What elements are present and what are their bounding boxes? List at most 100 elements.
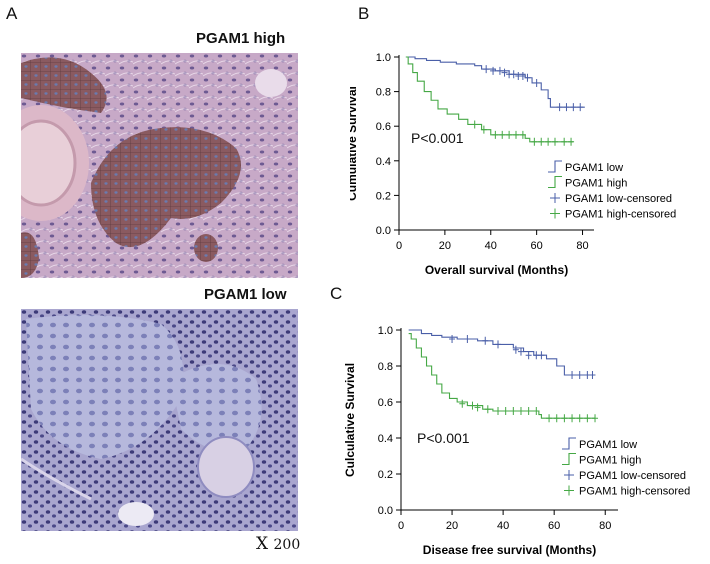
- chart-c-censor-mark: [533, 351, 540, 360]
- chart-b-censor-mark: [545, 137, 552, 146]
- chart-c-series-high-line: [408, 333, 596, 419]
- pgam1-low-title: PGAM1 low: [204, 286, 287, 303]
- chart-c-x-tick-label: 80: [599, 520, 611, 532]
- chart-c-censor-mark: [495, 407, 502, 415]
- chart-c-censor-mark: [584, 371, 591, 379]
- chart-b-legend-swatch: [550, 193, 560, 203]
- chart-b-censor-mark: [492, 130, 499, 139]
- chart-b-y-tick-label: 0.0: [376, 225, 391, 237]
- chart-b-legend-label: PGAM1 high-censored: [565, 209, 676, 221]
- chart-c-censor-mark: [546, 414, 553, 423]
- chart-c-p-value: P<0.001: [417, 430, 470, 446]
- chart-b-censor-mark: [531, 137, 538, 146]
- chart-b-censor-mark: [513, 130, 519, 139]
- chart-c-censor-mark: [553, 414, 560, 423]
- panel-c-letter: C: [330, 284, 343, 303]
- chart-c-legend-label: PGAM1 high: [579, 455, 641, 467]
- chart-c-y-tick-label: 1.0: [378, 325, 393, 337]
- magnification-value: 200: [273, 537, 301, 553]
- pgam1-high-title: PGAM1 high: [196, 30, 286, 47]
- chart-c-censor-mark: [538, 351, 545, 360]
- chart-c-censor-mark: [525, 351, 532, 360]
- chart-b-censor-mark: [568, 137, 575, 146]
- chart-c-censor-mark: [474, 403, 481, 412]
- chart-b-censor-mark: [561, 137, 568, 146]
- chart-b-legend-label: PGAM1 low: [565, 162, 623, 174]
- chart-b-censor-mark: [471, 120, 478, 129]
- chart-c-censor-mark: [469, 401, 476, 410]
- chart-b-censor-mark: [552, 137, 558, 146]
- chart-c-legend-swatch: [562, 437, 576, 450]
- chart-c-x-tick-label: 20: [446, 520, 458, 532]
- chart-b-censor-mark: [570, 103, 577, 112]
- chart-c-legend-swatch: [564, 485, 574, 496]
- magnification-prefix: X: [256, 534, 269, 554]
- chart-b-legend-swatch: [548, 160, 562, 173]
- chart-b-legend-swatch: [550, 208, 560, 219]
- chart-b-censor-mark: [577, 103, 584, 112]
- chart-b-y-tick-label: 0.4: [376, 156, 391, 168]
- chart-b-legend-label: PGAM1 high: [565, 178, 627, 190]
- chart-c-x-tick-label: 60: [548, 520, 560, 532]
- magnification-label: X 200: [256, 534, 300, 554]
- panel-b-letter: B: [358, 4, 370, 23]
- chart-c-legend-label: PGAM1 low-censored: [579, 470, 686, 482]
- chart-c-censor-mark: [584, 414, 591, 423]
- chart-c-legend-label: PGAM1 low: [579, 439, 637, 451]
- chart-c-legend-swatch: [562, 452, 576, 466]
- chart-b-censor-mark: [506, 130, 513, 139]
- chart-b-x-tick-label: 60: [531, 240, 543, 252]
- chart-c-censor-mark: [576, 414, 583, 423]
- panel-a-letter: A: [6, 4, 18, 23]
- chart-b-y-tick-label: 1.0: [376, 52, 391, 64]
- chart-b-censor-mark: [496, 66, 503, 75]
- ihc-image-pgam1-high: [21, 53, 298, 278]
- chart-c-censor-mark: [512, 345, 519, 354]
- km-chart-overall-survival: 0.0 0.2 0.4 0.6 0.8 1.0 0 20 40 60 80 Overall survi…: [350, 52, 676, 277]
- chart-c-y-tick-label: 0.4: [378, 433, 393, 445]
- chart-b-x-tick-label: 0: [396, 240, 402, 252]
- chart-b-censor-mark: [524, 73, 531, 82]
- chart-c-censor-mark: [589, 371, 596, 379]
- chart-b-y-axis-title: Cumulative Survival: [350, 86, 359, 201]
- chart-b-censor-mark: [519, 72, 526, 81]
- chart-c-censor-mark: [482, 336, 489, 345]
- chart-c-censor-mark: [459, 399, 466, 408]
- chart-c-censor-mark: [569, 371, 576, 379]
- chart-b-p-value: P<0.001: [411, 130, 464, 146]
- chart-c-y-tick-label: 0.8: [378, 361, 393, 373]
- chart-c-censor-mark: [517, 407, 524, 415]
- chart-c-series-low-line: [408, 329, 596, 376]
- chart-c-censor-mark: [464, 335, 471, 343]
- chart-b-y-tick-label: 0.2: [376, 190, 391, 202]
- chart-c-censor-mark: [592, 414, 599, 423]
- chart-c-censor-mark: [533, 407, 540, 415]
- chart-c-censor-mark: [502, 407, 509, 415]
- chart-c-censor-mark: [576, 371, 583, 379]
- chart-c-censor-mark: [495, 340, 502, 349]
- chart-b-legend-label: PGAM1 low-censored: [565, 193, 672, 205]
- chart-b-censor-mark: [556, 103, 563, 112]
- chart-b-x-tick-label: 40: [485, 240, 497, 252]
- chart-c-censor-mark: [449, 335, 456, 343]
- chart-c-y-tick-label: 0.0: [378, 505, 393, 517]
- chart-b-x-tick-label: 20: [439, 240, 451, 252]
- chart-b-censor-mark: [538, 137, 545, 146]
- chart-b-x-axis-title: Overall survival (Months): [425, 263, 568, 277]
- chart-c-x-tick-label: 0: [398, 520, 404, 532]
- chart-b-censor-mark: [510, 70, 517, 79]
- chart-b-censor-mark: [533, 78, 540, 87]
- chart-b-series-low-line: [405, 56, 585, 108]
- chart-c-censor-mark: [484, 405, 491, 414]
- chart-b-censor-mark: [563, 103, 570, 112]
- chart-c-y-tick-label: 0.6: [378, 397, 393, 409]
- chart-b-censor-mark: [480, 125, 487, 134]
- chart-b-plot: 0.0 0.2 0.4 0.6 0.8 1.0 0 20 40 60 80 Overall survi…: [350, 52, 676, 277]
- chart-c-censor-mark: [517, 347, 524, 356]
- chart-b-censor-mark: [483, 65, 490, 74]
- chart-c-censor-mark: [561, 414, 568, 423]
- chart-c-censor-mark: [510, 407, 517, 415]
- chart-c-legend-swatch: [564, 470, 574, 480]
